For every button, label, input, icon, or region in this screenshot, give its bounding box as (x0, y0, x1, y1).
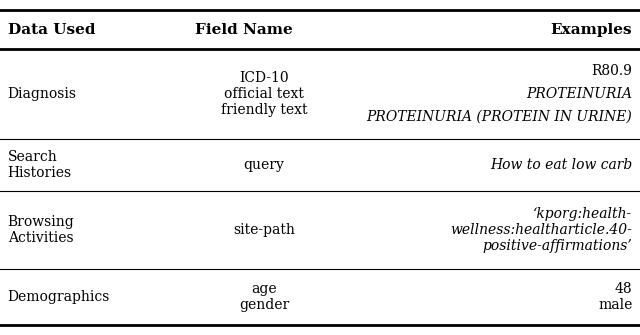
Text: PROTEINURIA: PROTEINURIA (526, 87, 632, 101)
Text: ‘kporg:health-
wellness:healtharticle.40-
positive-affirmations’: ‘kporg:health- wellness:healtharticle.40… (451, 207, 632, 253)
Text: Examples: Examples (550, 22, 632, 37)
Text: site-path: site-path (233, 223, 295, 237)
Text: R80.9: R80.9 (591, 64, 632, 78)
Text: query: query (244, 158, 284, 172)
Text: Browsing
Activities: Browsing Activities (8, 215, 74, 245)
Text: Data Used: Data Used (8, 22, 95, 37)
Text: How to eat low carb: How to eat low carb (490, 158, 632, 172)
Text: Demographics: Demographics (8, 290, 110, 304)
Text: ICD-10
official text
friendly text: ICD-10 official text friendly text (221, 71, 307, 117)
Text: Search
Histories: Search Histories (8, 150, 72, 180)
Text: 48
male: 48 male (598, 282, 632, 312)
Text: PROTEINURIA (PROTEIN IN URINE): PROTEINURIA (PROTEIN IN URINE) (367, 109, 632, 123)
Text: Field Name: Field Name (195, 22, 293, 37)
Text: age
gender: age gender (239, 282, 289, 312)
Text: Diagnosis: Diagnosis (8, 87, 77, 101)
